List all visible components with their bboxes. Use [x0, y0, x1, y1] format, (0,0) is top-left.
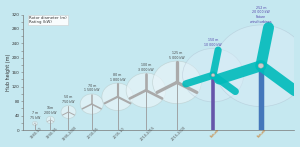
- Y-axis label: Hub height (m): Hub height (m): [6, 54, 10, 91]
- Text: 16m
200 kW: 16m 200 kW: [44, 106, 57, 115]
- Ellipse shape: [61, 106, 76, 118]
- Text: 1995-2000: 1995-2000: [62, 125, 78, 141]
- Text: 2010-2015: 2010-2015: [139, 125, 156, 141]
- Ellipse shape: [126, 73, 166, 108]
- Ellipse shape: [102, 83, 133, 111]
- Text: 1980-90: 1980-90: [30, 127, 43, 140]
- Ellipse shape: [153, 61, 201, 104]
- Ellipse shape: [258, 63, 264, 68]
- Text: Future: Future: [257, 128, 268, 139]
- Ellipse shape: [183, 49, 244, 102]
- Text: 80 m
1 800 kW: 80 m 1 800 kW: [110, 73, 125, 82]
- Text: 2005-10: 2005-10: [112, 127, 126, 140]
- Text: 50 m
750 kW: 50 m 750 kW: [62, 95, 75, 104]
- Text: 150 m
10 000 kW: 150 m 10 000 kW: [204, 38, 222, 47]
- Text: 7 m
75 kW: 7 m 75 kW: [30, 111, 40, 120]
- Text: Future: Future: [209, 128, 220, 139]
- Ellipse shape: [214, 25, 300, 107]
- Text: Rotor diameter (m)
Rating (kW): Rotor diameter (m) Rating (kW): [29, 16, 67, 24]
- Ellipse shape: [46, 116, 55, 123]
- Text: 2000-05: 2000-05: [86, 127, 100, 140]
- Text: 70 m
1 500 kW: 70 m 1 500 kW: [84, 84, 100, 92]
- Text: 125 m
5 000 kW: 125 m 5 000 kW: [169, 51, 185, 60]
- Ellipse shape: [80, 94, 103, 114]
- Ellipse shape: [32, 121, 38, 126]
- Text: 2015-2020: 2015-2020: [170, 125, 187, 141]
- Text: 252 m
20 000 kW
Future
wind turbines: 252 m 20 000 kW Future wind turbines: [250, 6, 272, 24]
- Text: 100 m
3 000 kW: 100 m 3 000 kW: [138, 63, 154, 72]
- Ellipse shape: [211, 74, 215, 77]
- Text: 1990-95: 1990-95: [45, 127, 58, 140]
